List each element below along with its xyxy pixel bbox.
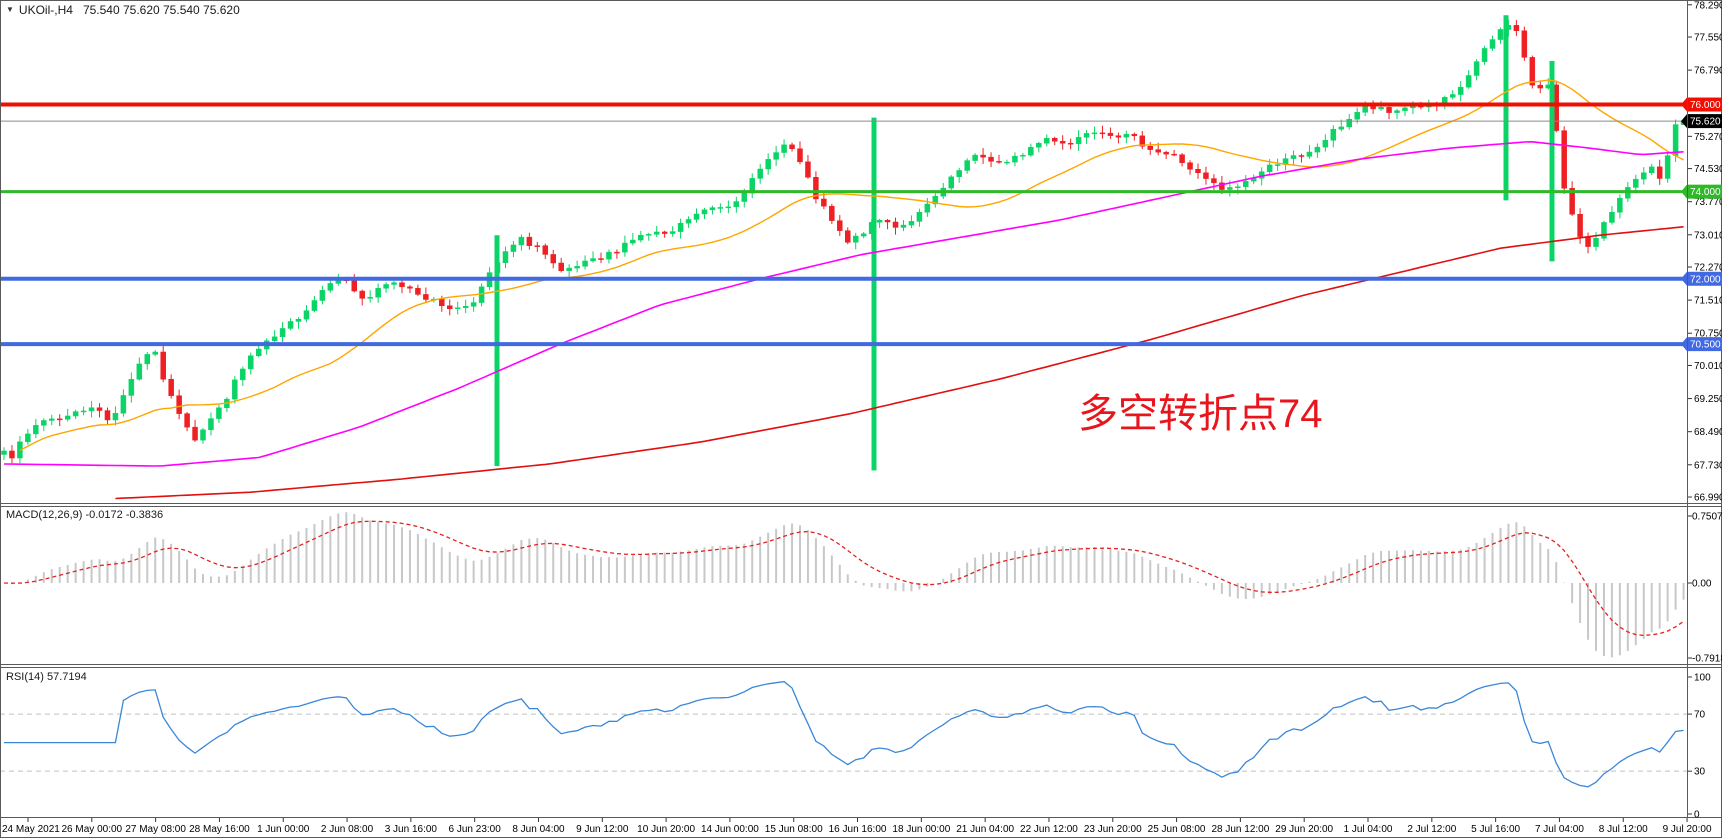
svg-text:27 May 08:00: 27 May 08:00 <box>125 824 186 835</box>
price-spike-bar <box>871 117 877 471</box>
ma-mid-line <box>3 140 1684 467</box>
svg-text:16 Jun 16:00: 16 Jun 16:00 <box>829 824 887 835</box>
svg-text:28 May 16:00: 28 May 16:00 <box>189 824 250 835</box>
main-chart-area[interactable] <box>0 0 1687 503</box>
rsi-indicator-label: RSI(14) 57.7194 <box>6 671 87 683</box>
svg-text:9 Jul 20:00: 9 Jul 20:00 <box>1663 824 1712 835</box>
trade-note-annotation: 多空转折点74 <box>1078 392 1323 436</box>
price-badge-arrow <box>1681 184 1687 199</box>
macd-indicator-label: MACD(12,26,9) -0.0172 -0.3836 <box>6 509 164 521</box>
svg-text:26 May 00:00: 26 May 00:00 <box>62 824 123 835</box>
price-badge-70.500 <box>1688 337 1722 352</box>
svg-text:0.7507: 0.7507 <box>1692 512 1722 523</box>
symbol-dropdown-icon[interactable]: ▼ <box>6 5 14 14</box>
svg-text:70: 70 <box>1694 710 1706 721</box>
svg-text:10 Jun 20:00: 10 Jun 20:00 <box>637 824 695 835</box>
price-spike-bar <box>1549 60 1555 262</box>
price-badge-74.000 <box>1688 184 1722 199</box>
svg-text:30: 30 <box>1694 767 1706 778</box>
price-badge-arrow <box>1681 337 1687 352</box>
svg-text:75.620: 75.620 <box>1690 117 1721 128</box>
ma-slow-line <box>115 226 1684 500</box>
price-badge-arrow <box>1681 114 1687 129</box>
svg-text:74.530: 74.530 <box>1694 164 1722 175</box>
svg-text:2 Jul 12:00: 2 Jul 12:00 <box>1407 824 1456 835</box>
svg-text:70.010: 70.010 <box>1694 361 1722 372</box>
svg-text:66.990: 66.990 <box>1694 493 1722 504</box>
svg-text:73.770: 73.770 <box>1694 197 1722 208</box>
svg-text:8 Jul 12:00: 8 Jul 12:00 <box>1599 824 1648 835</box>
svg-text:72.270: 72.270 <box>1694 263 1722 274</box>
price-badge-arrow <box>1681 271 1687 286</box>
svg-text:2 Jun 08:00: 2 Jun 08:00 <box>321 824 374 835</box>
svg-text:71.510: 71.510 <box>1694 296 1722 307</box>
rsi-line <box>4 680 1684 788</box>
svg-text:67.730: 67.730 <box>1694 460 1722 471</box>
svg-text:9 Jun 12:00: 9 Jun 12:00 <box>576 824 629 835</box>
macd-layer <box>3 512 1685 658</box>
svg-text:1 Jun 00:00: 1 Jun 00:00 <box>257 824 310 835</box>
price-spike-bar <box>1503 15 1509 201</box>
rsi-layer <box>0 680 1687 788</box>
time-axis-labels: 24 May 2021 26 May 00:00 27 May 08:00 28 Ma… <box>2 818 1712 835</box>
svg-text:28 Jun 12:00: 28 Jun 12:00 <box>1211 824 1269 835</box>
svg-text:29 Jun 20:00: 29 Jun 20:00 <box>1275 824 1333 835</box>
svg-text:0.00: 0.00 <box>1692 579 1712 590</box>
svg-text:70.500: 70.500 <box>1690 340 1721 351</box>
price-spike-bar <box>494 235 500 467</box>
svg-text:5 Jul 16:00: 5 Jul 16:00 <box>1471 824 1520 835</box>
svg-text:74.000: 74.000 <box>1690 187 1721 198</box>
svg-text:14 Jun 00:00: 14 Jun 00:00 <box>701 824 759 835</box>
svg-text:1 Jul 04:00: 1 Jul 04:00 <box>1344 824 1393 835</box>
chart-title: ▼ UKOil-,H4 75.540 75.620 75.540 75.620 <box>6 3 240 17</box>
svg-text:100: 100 <box>1694 673 1711 684</box>
svg-text:76.000: 76.000 <box>1690 100 1721 111</box>
svg-text:69.250: 69.250 <box>1694 394 1722 405</box>
price-axis-labels: 78.290 77.550 76.790 75.270 74.530 73.770 73.0… <box>1688 0 1722 821</box>
svg-text:78.290: 78.290 <box>1694 0 1722 11</box>
svg-text:18 Jun 00:00: 18 Jun 00:00 <box>892 824 950 835</box>
price-badge-72.000 <box>1688 271 1722 286</box>
svg-text:21 Jun 04:00: 21 Jun 04:00 <box>956 824 1014 835</box>
svg-text:70.750: 70.750 <box>1694 329 1722 340</box>
svg-text:68.490: 68.490 <box>1694 427 1722 438</box>
svg-text:6 Jun 23:00: 6 Jun 23:00 <box>449 824 502 835</box>
svg-text:72.000: 72.000 <box>1690 274 1721 285</box>
svg-text:75.270: 75.270 <box>1694 132 1722 143</box>
svg-text:77.550: 77.550 <box>1694 33 1722 44</box>
svg-text:3 Jun 16:00: 3 Jun 16:00 <box>385 824 438 835</box>
svg-text:15 Jun 08:00: 15 Jun 08:00 <box>765 824 823 835</box>
price-badge-arrow <box>1681 97 1687 112</box>
svg-text:25 Jun 08:00: 25 Jun 08:00 <box>1148 824 1206 835</box>
time-axis[interactable] <box>0 818 1722 838</box>
price-axis[interactable] <box>1688 0 1722 818</box>
symbol-period-label: UKOil-,H4 <box>18 3 73 17</box>
svg-text:7 Jul 04:00: 7 Jul 04:00 <box>1535 824 1584 835</box>
svg-text:22 Jun 12:00: 22 Jun 12:00 <box>1020 824 1078 835</box>
macd-signal-line <box>3 520 1684 637</box>
svg-text:76.790: 76.790 <box>1694 66 1722 77</box>
svg-text:8 Jun 04:00: 8 Jun 04:00 <box>512 824 565 835</box>
svg-text:73.010: 73.010 <box>1694 230 1722 241</box>
macd-panel-area[interactable] <box>0 507 1687 664</box>
svg-text:23 Jun 20:00: 23 Jun 20:00 <box>1084 824 1142 835</box>
rsi-panel-area[interactable] <box>0 668 1687 818</box>
candles-layer <box>1 15 1687 500</box>
ohlc-values: 75.540 75.620 75.540 75.620 <box>82 3 240 17</box>
price-badge-76.000 <box>1688 97 1722 112</box>
svg-text:0: 0 <box>1694 810 1700 821</box>
svg-text:24 May 2021: 24 May 2021 <box>2 824 60 835</box>
price-badge-75.620 <box>1688 114 1722 129</box>
svg-text:-0.7918: -0.7918 <box>1692 654 1722 665</box>
ma-fast-line <box>19 79 1684 451</box>
